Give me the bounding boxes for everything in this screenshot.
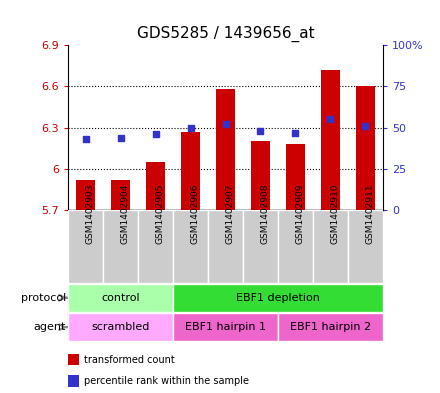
Bar	[68, 313, 173, 341]
Title: GDS5285 / 1439656_at: GDS5285 / 1439656_at	[137, 26, 314, 42]
Point	[362, 123, 369, 129]
Bar	[216, 89, 235, 210]
Bar	[348, 210, 383, 283]
Bar	[68, 284, 173, 312]
Point	[222, 121, 229, 128]
Bar	[111, 180, 130, 210]
Text: EBF1 hairpin 1: EBF1 hairpin 1	[185, 322, 266, 332]
Bar	[146, 162, 165, 210]
Bar	[313, 210, 348, 283]
Text: transformed count: transformed count	[84, 354, 174, 365]
Point	[257, 128, 264, 134]
Point	[187, 125, 194, 131]
Text: GSM1402903: GSM1402903	[86, 184, 95, 244]
Text: GSM1402907: GSM1402907	[226, 184, 235, 244]
Point	[152, 131, 159, 138]
Text: GSM1402910: GSM1402910	[330, 184, 339, 244]
Bar	[321, 70, 340, 210]
Text: GSM1402908: GSM1402908	[260, 184, 269, 244]
Bar	[138, 210, 173, 283]
Text: EBF1 hairpin 2: EBF1 hairpin 2	[290, 322, 371, 332]
Text: GSM1402911: GSM1402911	[365, 184, 374, 244]
Text: agent: agent	[33, 322, 66, 332]
Bar	[278, 313, 383, 341]
Bar	[173, 313, 278, 341]
Bar	[181, 132, 200, 210]
Bar	[286, 144, 305, 210]
Point	[82, 136, 89, 142]
Bar	[251, 141, 270, 210]
Text: GSM1402904: GSM1402904	[121, 184, 130, 244]
Text: GSM1402906: GSM1402906	[191, 184, 200, 244]
Point	[327, 116, 334, 123]
Text: control: control	[101, 293, 140, 303]
Bar	[356, 86, 375, 210]
Bar	[76, 180, 95, 210]
Point	[292, 130, 299, 136]
Text: percentile rank within the sample: percentile rank within the sample	[84, 376, 249, 386]
Text: EBF1 depletion: EBF1 depletion	[236, 293, 320, 303]
Text: GSM1402909: GSM1402909	[295, 184, 304, 244]
Text: GSM1402905: GSM1402905	[156, 184, 165, 244]
Text: protocol: protocol	[21, 293, 66, 303]
Bar	[103, 210, 138, 283]
Point	[117, 134, 124, 141]
Bar	[173, 284, 383, 312]
Bar	[243, 210, 278, 283]
Text: scrambled: scrambled	[92, 322, 150, 332]
Bar	[173, 210, 208, 283]
Bar	[278, 210, 313, 283]
Bar	[208, 210, 243, 283]
Bar	[68, 210, 103, 283]
